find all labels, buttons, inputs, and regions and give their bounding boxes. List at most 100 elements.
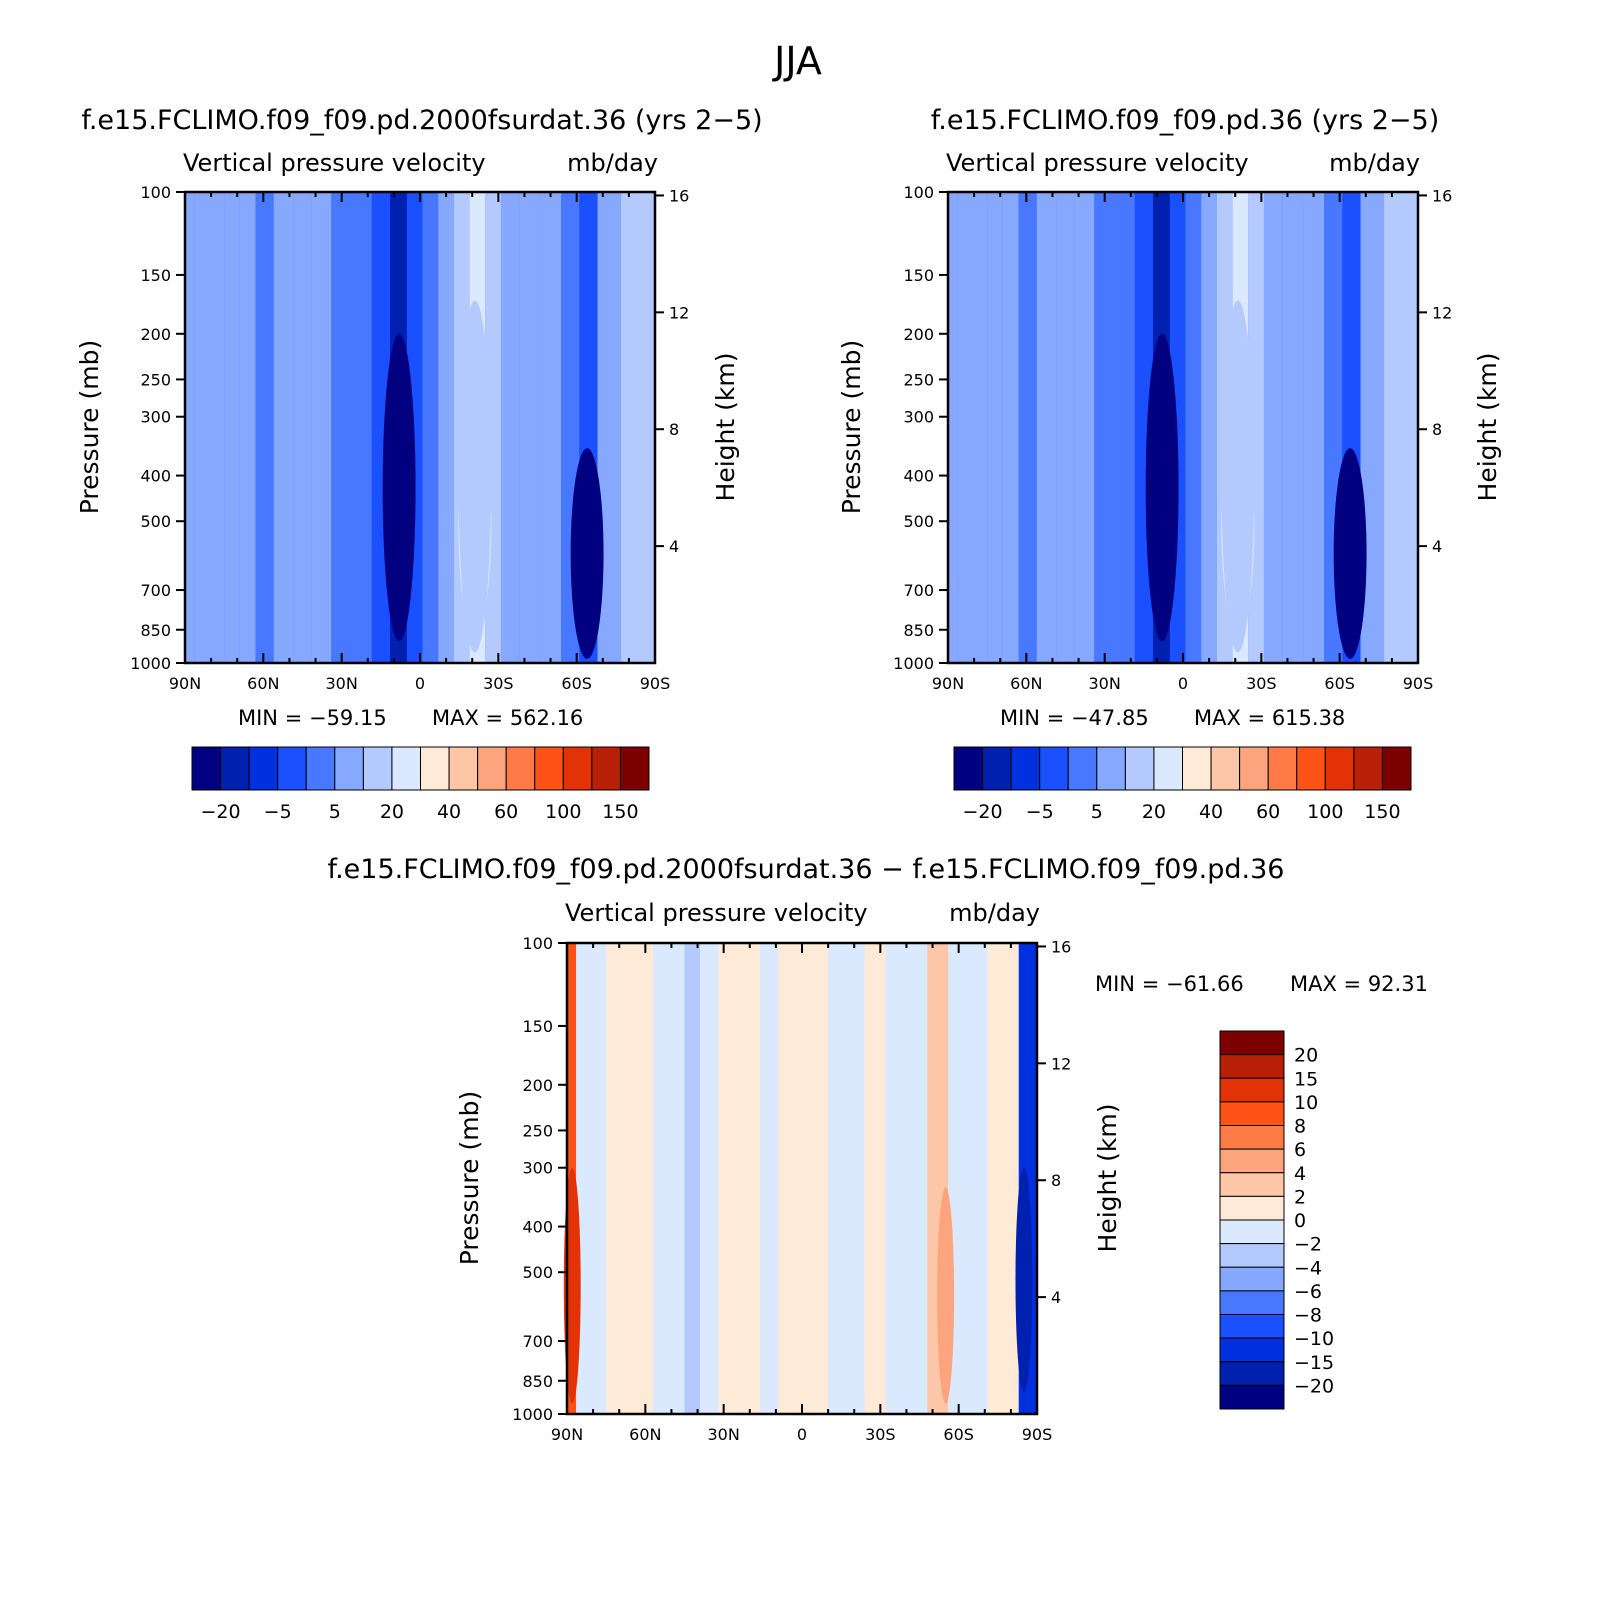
panel-a-band [311, 192, 332, 663]
panel-a-band [438, 192, 454, 663]
panel-c-colorbar-label: −6 [1294, 1281, 1322, 1303]
panel-c-min-label: MIN = −61.66 [1095, 972, 1244, 996]
panel-c-band [987, 943, 1004, 1414]
panel-b-title: f.e15.FCLIMO.f09_f09.pd.36 (yrs 2−5) [931, 105, 1439, 136]
panel-a-colorbar: −20 −5 5 20 40 60 100 150 [191, 746, 650, 823]
panel-a-band [194, 192, 209, 663]
panel-a-colorbar-swatch [505, 746, 536, 791]
panel-c-colorbar-label: 10 [1294, 1092, 1318, 1114]
panel-b-colorbar-label: 20 [1142, 801, 1166, 823]
panel-a: f.e15.FCLIMO.f09_f09.pd.2000fsurdat.36 (… [75, 105, 763, 823]
panel-c-xtick-label: 90N [551, 1425, 583, 1444]
panel-a-subtitle-right: mb/day [567, 149, 658, 177]
panel-a-ytick-right-label: 16 [669, 186, 689, 205]
panel-b-band [1018, 192, 1037, 663]
panel-a-colorbar-label: 20 [380, 801, 404, 823]
panel-a-ytick-label: 100 [140, 183, 171, 202]
panel-b-colorbar-label: −5 [1026, 801, 1054, 823]
panel-a-ytick-label: 200 [140, 325, 171, 344]
panel-c-band [684, 943, 701, 1414]
panel-b-colorbar-swatch [1296, 746, 1326, 791]
panel-a-ytick-right-label: 12 [669, 303, 689, 322]
panel-c-colorbar-swatch [1219, 1030, 1285, 1056]
panel-b-band [1263, 192, 1283, 663]
panel-b-subtitle-left: Vertical pressure velocity [946, 149, 1249, 177]
panel-c-colorbar-label: 2 [1294, 1186, 1306, 1208]
panel-a-core [382, 333, 416, 642]
panel-c-band [794, 943, 810, 1414]
panel-c-ytick-label: 850 [522, 1372, 553, 1391]
panel-a-colorbar-swatch [448, 746, 479, 791]
panel-b-xtick-label: 60N [1010, 674, 1042, 693]
panel-b-band [1002, 192, 1019, 663]
panel-b-colorbar-label: −20 [963, 801, 1003, 823]
panel-c-ytick-right-label: 16 [1051, 937, 1071, 956]
panel-b-ytick-right-label: 16 [1432, 186, 1452, 205]
panel-c-ytick-label: 700 [522, 1332, 553, 1351]
panel-c-ticks: 100 150 200 250 300 400 500 700 850 1000 16 12 8 4 90N… [512, 934, 1071, 1444]
panel-b-band [1303, 192, 1324, 663]
panel-a-band [185, 192, 195, 663]
panel-c-colorbar-swatch [1219, 1148, 1285, 1174]
panel-a-subtitle-left: Vertical pressure velocity [183, 149, 486, 177]
panel-c-ytick-label: 250 [522, 1121, 553, 1140]
figure-title: JJA [772, 39, 822, 83]
panel-b-max-label: MAX = 615.38 [1194, 706, 1345, 730]
panel-a-title: f.e15.FCLIMO.f09_f09.pd.2000fsurdat.36 (… [81, 105, 762, 136]
panel-c-ytick-right-label: 8 [1051, 1171, 1061, 1190]
panel-c-band [778, 943, 795, 1414]
panel-c-band [621, 943, 638, 1414]
panel-b-ytick-label: 400 [903, 467, 934, 486]
panel-a-ytick-label: 1000 [130, 654, 171, 673]
panel-c-band [906, 943, 928, 1414]
panel-a-colorbar-swatch [477, 746, 507, 791]
panel-c-band [969, 943, 988, 1414]
panel-a-band [352, 192, 372, 663]
panel-a-colorbar-swatch [420, 746, 450, 791]
panel-b-colorbar-label: 150 [1364, 801, 1400, 823]
panel-a-colorbar-swatch [277, 746, 307, 791]
panel-c-xtick-label: 30S [865, 1425, 896, 1444]
panel-b-colorbar-swatch [1210, 746, 1241, 791]
panel-a-band [273, 192, 294, 663]
panel-c-band [637, 943, 654, 1414]
panel-a-colorbar-swatch [191, 746, 222, 791]
panel-a-band [621, 192, 655, 663]
panel-c-ytick-right-label: 12 [1051, 1054, 1071, 1073]
panel-c-spot [1015, 1167, 1033, 1393]
panel-a-ytick-label: 400 [140, 467, 171, 486]
panel-a-colorbar-swatch [591, 746, 621, 791]
panel-a-band [540, 192, 561, 663]
panel-a-xtick-label: 90N [169, 674, 201, 693]
panel-b-colorbar-swatch [1239, 746, 1269, 791]
panel-a-ylabel: Pressure (mb) [75, 340, 104, 514]
panel-c-ytick-label: 300 [522, 1159, 553, 1178]
panel-c-ylabel-right: Height (km) [1093, 1104, 1122, 1253]
panel-c-ytick-label: 1000 [512, 1405, 553, 1424]
panel-b-xtick-label: 30S [1246, 674, 1277, 693]
panel-c-colorbar-label: −2 [1294, 1234, 1322, 1256]
panel-b-cells [948, 192, 1418, 663]
panel-c-xtick-label: 30N [708, 1425, 740, 1444]
panel-c-colorbar-swatch [1219, 1101, 1285, 1126]
panel-a-ytick-label: 850 [140, 621, 171, 640]
panel-a-ytick-right-label: 8 [669, 420, 679, 439]
panel-c-colorbar-label: 0 [1294, 1210, 1306, 1232]
panel-a-colorbar-label: 60 [494, 801, 518, 823]
panel-b-colorbar-swatch [1324, 746, 1355, 791]
panel-c-colorbar-swatch [1219, 1337, 1285, 1363]
panel-c-xtick-label: 90S [1022, 1425, 1053, 1444]
panel-a-band [224, 192, 240, 663]
panel-c-xtick-label: 60S [943, 1425, 974, 1444]
panel-a-max-label: MAX = 562.16 [432, 706, 583, 730]
panel-b-ytick-label: 700 [903, 581, 934, 600]
panel-a-min-label: MIN = −59.15 [238, 706, 387, 730]
panel-c-colorbar-swatch [1219, 1195, 1285, 1221]
panel-c-colorbar-swatch [1219, 1361, 1285, 1386]
panel-b-ylabel: Pressure (mb) [837, 340, 866, 514]
panel-a-colorbar-swatch [391, 746, 421, 791]
panel-a-band [500, 192, 520, 663]
panel-a-ytick-label: 250 [140, 370, 171, 389]
panel-b-band [948, 192, 958, 663]
